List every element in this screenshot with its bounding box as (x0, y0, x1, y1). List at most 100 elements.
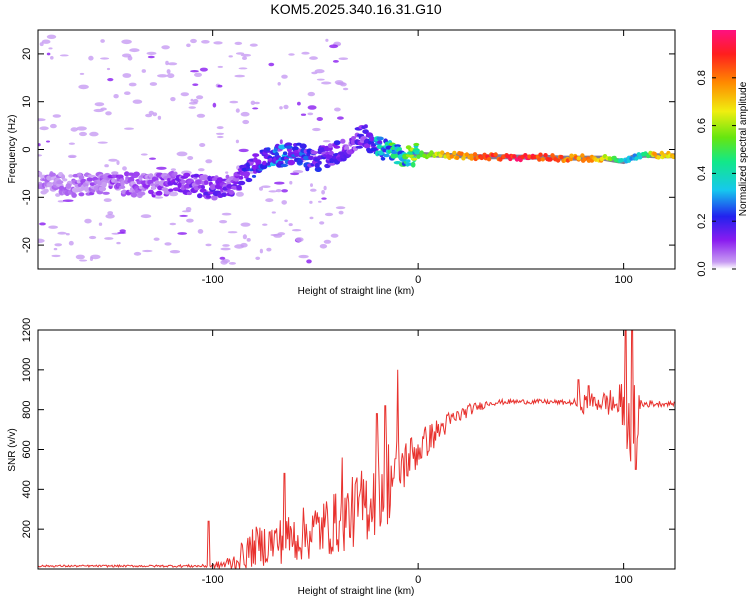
spectrogram-noise-blob (105, 214, 115, 219)
spectrogram-noise-blob (227, 231, 238, 234)
spectrogram-noise-blob (310, 183, 313, 188)
spectrogram-trace-blob (671, 154, 675, 160)
spectrogram-trace-blob (317, 160, 322, 165)
spectrogram-trace-blob (328, 150, 334, 156)
spectrogram-noise-blob (62, 199, 74, 202)
spectrogram-trace-blob (369, 136, 375, 142)
spectrogram-noise-blob (270, 234, 279, 236)
snr-panel: -100 0 100 200 400 600 800 1000 1200 Height of s… (7, 318, 676, 597)
spectrogram-trace-blob (88, 191, 95, 196)
spectrogram-noise-blob (229, 100, 239, 104)
spectrogram-noise-blob (309, 200, 313, 204)
spectrogram-noise-blob (180, 92, 189, 97)
spectrogram-noise-blob (300, 113, 307, 116)
spectrogram-marks (38, 34, 675, 265)
spectrogram-noise-blob (88, 55, 94, 61)
spectrogram-noise-blob (188, 106, 196, 109)
spectrogram-trace-blob (310, 150, 318, 155)
snr-series-line (38, 330, 675, 569)
spectrogram-trace-blob (377, 140, 383, 144)
spectrogram-noise-blob (259, 186, 263, 191)
spectrogram-noise-blob (310, 188, 317, 192)
spectrogram-noise-blob (68, 142, 75, 145)
spectrogram-trace-blob (486, 157, 492, 162)
snr-y-tick-label: 1000 (21, 358, 33, 382)
spectrogram-noise-blob (79, 131, 87, 137)
spectrogram-noise-blob (321, 190, 325, 195)
spectrogram-noise-blob (249, 43, 258, 47)
spectrogram-trace-blob (297, 158, 303, 165)
colorbar-ticks: 0.0 0.2 0.4 0.6 0.8 (696, 70, 736, 277)
spectrogram-noise-blob (100, 39, 105, 43)
spectrogram-noise-blob (309, 216, 314, 220)
spectrogram-noise-blob (242, 56, 247, 60)
spectrogram-noise-blob (196, 113, 206, 118)
spectrogram-noise-blob (166, 69, 171, 74)
snr-ticks: -100 0 100 200 400 600 800 1000 1200 (21, 318, 675, 586)
spectrogram-trace-blob (479, 155, 484, 161)
spectrogram-trace-blob (201, 185, 205, 190)
spectrogram-noise-blob (68, 156, 77, 158)
spectrogram-noise-blob (268, 62, 275, 67)
spectrogram-trace-blob (394, 144, 401, 148)
spectrogram-trace-blob (656, 155, 661, 160)
spectrogram-noise-blob (94, 102, 105, 107)
spectrogram-noise-blob (192, 83, 199, 86)
spectrogram-trace-blob (137, 191, 146, 196)
snr-frame (37, 329, 676, 570)
spectrogram-noise-blob (318, 200, 322, 203)
spectrogram-trace-blob (78, 175, 85, 180)
spectrogram-noise-blob (307, 105, 317, 110)
spectrogram-noise-blob (228, 262, 236, 265)
spectrogram-noise-blob (169, 250, 181, 254)
spectrogram-noise-blob (193, 98, 199, 104)
snr-marks (38, 330, 675, 569)
spectrogram-noise-blob (133, 251, 142, 256)
spectrogram-trace-blob (262, 160, 267, 166)
spectrogram-trace-blob (120, 180, 125, 187)
spectrogram-noise-blob (103, 198, 112, 203)
spectrogram-trace-blob (555, 158, 561, 163)
spectrogram-noise-blob (338, 57, 349, 60)
spectrogram-trace-blob (225, 174, 230, 179)
spectrogram-trace-blob (376, 136, 384, 141)
colorbar-tick-label: 0.2 (696, 214, 708, 229)
spectrogram-trace-blob (71, 192, 77, 198)
spectrogram-noise-blob (201, 40, 210, 44)
spectrogram-trace-blob (252, 153, 260, 158)
spectrogram-noise-blob (329, 44, 339, 49)
spectrogram-noise-blob (323, 185, 327, 191)
spectrogram-trace-blob (201, 174, 209, 181)
spectrogram-trace-blob (232, 177, 240, 182)
spectrogram-noise-blob (185, 207, 192, 212)
spectrogram-noise-blob (79, 72, 85, 75)
spectrogram-trace-blob (238, 175, 244, 180)
spectrogram-trace-blob (350, 138, 356, 145)
spectrogram-trace-blob (662, 153, 667, 158)
spectrogram-noise-blob (281, 200, 288, 205)
spectrogram-noise-blob (98, 222, 103, 226)
spectrogram-noise-blob (319, 244, 328, 249)
spectrogram-trace-blob (133, 171, 140, 177)
spectrogram-trace-blob (49, 172, 56, 177)
spectrogram-trace-blob (119, 185, 126, 189)
spectrogram-noise-blob (301, 51, 310, 55)
spectrogram-trace-blob (452, 150, 457, 156)
snr-y-tick-label: 600 (21, 440, 33, 458)
spectrogram-noise-blob (107, 211, 114, 215)
spectrogram-noise-blob (100, 57, 110, 60)
spectrogram-trace-blob (55, 193, 61, 197)
spectrogram-trace-blob (231, 185, 237, 190)
spectrogram-noise-blob (279, 139, 283, 144)
spectrogram-noise-blob (325, 38, 329, 42)
spectrogram-noise-blob (68, 240, 74, 246)
colorbar: 0.0 0.2 0.4 0.6 0.8 Normalized spectral ampl… (696, 30, 749, 277)
spectrogram-noise-blob (39, 42, 44, 47)
spectrogram-trace-blob (356, 133, 365, 137)
spectrogram-trace-blob (543, 153, 548, 158)
spectrogram-noise-blob (271, 211, 276, 214)
spectrogram-noise-blob (246, 238, 251, 242)
spectrogram-trace-blob (659, 150, 664, 156)
spectrogram-noise-blob (242, 234, 247, 240)
